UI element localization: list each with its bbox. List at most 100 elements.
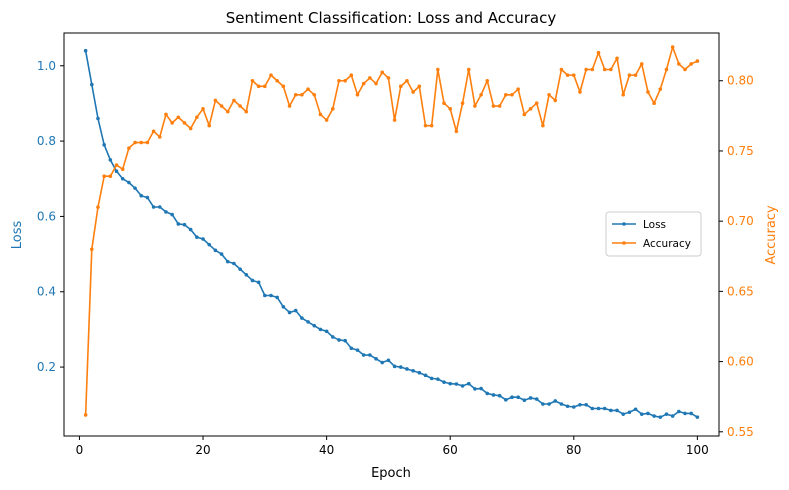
accuracy-point (504, 92, 508, 97)
accuracy-point (664, 67, 669, 72)
accuracy-point (195, 115, 199, 120)
loss-point (176, 222, 181, 226)
loss-point (374, 356, 378, 361)
loss-point (411, 369, 415, 373)
accuracy-point (287, 104, 292, 108)
accuracy-point (460, 101, 465, 106)
loss-point (380, 360, 385, 365)
accuracy-point (355, 92, 360, 97)
accuracy-point (207, 123, 212, 128)
legend-marker-accuracy (622, 241, 626, 245)
accuracy-point (225, 109, 230, 114)
loss-point (120, 176, 125, 181)
accuracy-point (398, 84, 403, 89)
loss-point (108, 158, 113, 162)
loss-point (466, 381, 471, 386)
accuracy-point (127, 146, 131, 150)
loss-point (213, 248, 218, 253)
accuracy-point (510, 92, 514, 97)
accuracy-point (454, 129, 459, 134)
loss-point (405, 367, 409, 371)
loss-point (256, 280, 261, 285)
loss-point (689, 411, 693, 416)
loss-point (151, 205, 156, 209)
accuracy-point (658, 87, 663, 91)
loss-point (683, 411, 687, 416)
accuracy-point (275, 78, 279, 83)
accuracy-point (646, 90, 650, 94)
loss-point (473, 387, 477, 391)
accuracy-point (157, 135, 162, 139)
loss-point (96, 116, 100, 121)
loss-point (615, 408, 619, 413)
accuracy-point (584, 67, 588, 72)
accuracy-point (368, 76, 372, 80)
accuracy-point (565, 73, 570, 77)
accuracy-point (120, 167, 125, 172)
loss-point (127, 180, 131, 185)
accuracy-point (596, 50, 601, 55)
accuracy-point (473, 104, 477, 108)
accuracy-point (485, 78, 490, 83)
legend-label-accuracy: Accuracy (643, 238, 691, 250)
loss-point (318, 327, 323, 332)
plot-area (83, 45, 700, 419)
loss-point (133, 186, 137, 190)
y-right-tick-label: 0.75 (727, 144, 754, 158)
accuracy-point (571, 73, 576, 77)
accuracy-point (337, 78, 341, 83)
loss-point (386, 358, 391, 363)
loss-point (287, 310, 292, 315)
loss-point (528, 396, 533, 400)
accuracy-point (590, 67, 595, 72)
loss-point (225, 259, 230, 264)
accuracy-point (516, 87, 520, 91)
accuracy-point (324, 118, 329, 122)
loss-point (355, 348, 360, 352)
accuracy-point (164, 112, 168, 117)
y-right-tick-label: 0.65 (727, 284, 754, 298)
accuracy-point (102, 174, 106, 179)
loss-point (269, 293, 273, 298)
y-right-tick-label: 0.70 (727, 214, 754, 228)
loss-point (646, 411, 650, 416)
accuracy-point (621, 92, 626, 97)
loss-point (491, 393, 496, 397)
loss-point (522, 398, 527, 403)
loss-point (188, 227, 193, 232)
y-left-tick-label: 0.2 (37, 360, 56, 374)
loss-point (541, 402, 545, 406)
y-right-tick-label: 0.55 (727, 425, 754, 439)
loss-point (621, 412, 626, 416)
loss-point (250, 278, 255, 283)
accuracy-point (96, 205, 100, 209)
accuracy-line (84, 46, 698, 415)
accuracy-point (639, 62, 644, 66)
loss-point (170, 212, 174, 217)
accuracy-point (652, 101, 656, 106)
y-axis-right-title: Accuracy (764, 205, 779, 265)
accuracy-point (627, 73, 632, 77)
accuracy-point (497, 104, 502, 108)
accuracy-point (442, 101, 446, 106)
loss-point (244, 273, 249, 277)
loss-point (497, 393, 502, 398)
accuracy-point (689, 62, 693, 66)
loss-point (219, 252, 224, 256)
legend-box (605, 211, 702, 257)
accuracy-point (405, 78, 409, 83)
loss-point (553, 399, 558, 403)
y-axis-right: 0.55 0.60 0.65 0.70 0.75 0.80 (719, 74, 754, 439)
chart-title: Sentiment Classification: Loss and Accur… (226, 9, 557, 27)
accuracy-point (219, 104, 224, 108)
loss-point (83, 48, 88, 53)
accuracy-point (331, 107, 335, 111)
loss-point (182, 222, 187, 227)
loss-point (312, 323, 317, 328)
loss-point (139, 193, 144, 198)
accuracy-point (528, 107, 533, 111)
loss-point (114, 169, 119, 174)
loss-point (584, 402, 588, 407)
accuracy-point (479, 92, 483, 97)
loss-point (207, 242, 212, 247)
